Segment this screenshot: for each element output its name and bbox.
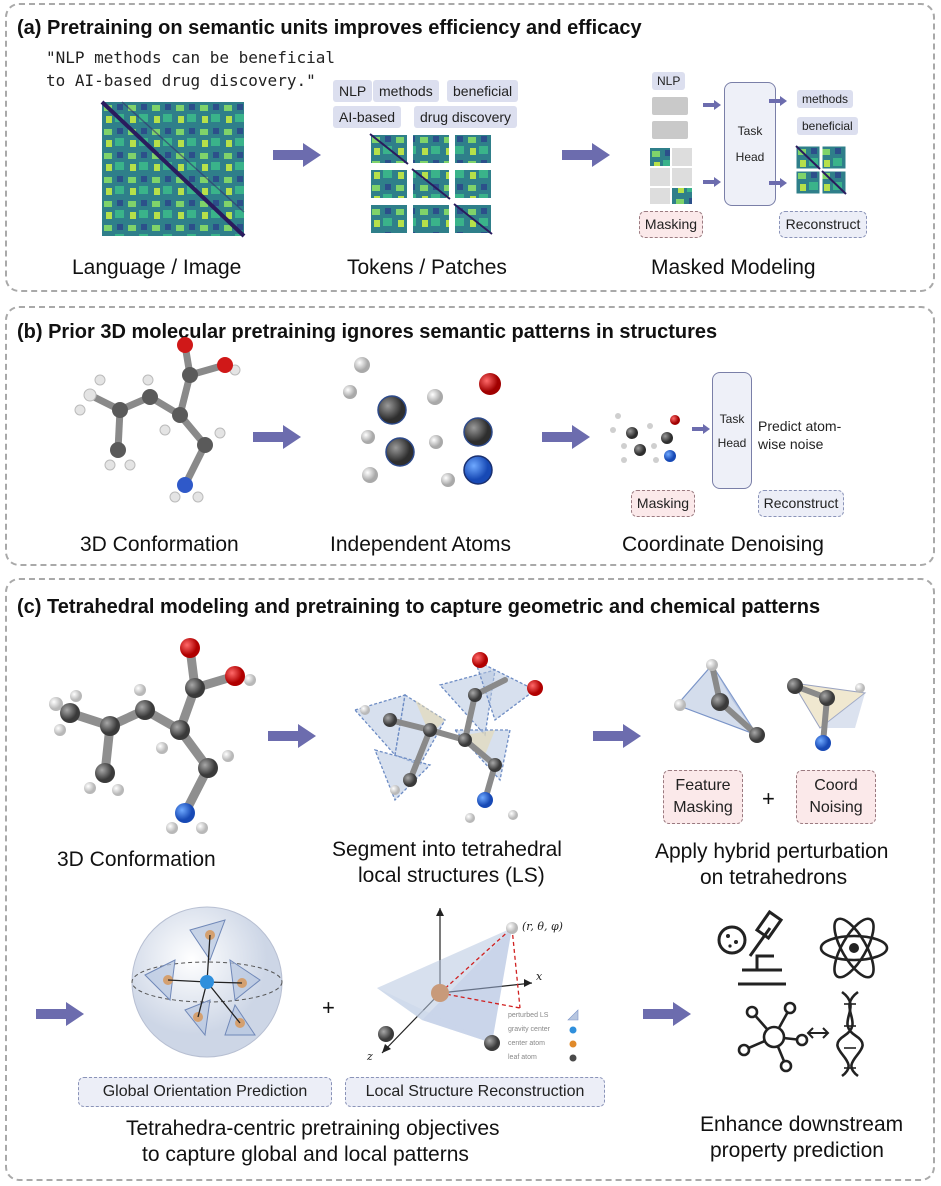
label-3d-conformation-c: 3D Conformation — [57, 848, 216, 871]
panel-c-title: (c) Tetrahedral modeling and pretraining… — [17, 596, 821, 618]
image-patches — [369, 133, 493, 235]
attention-map-image — [100, 100, 246, 238]
reconstructed-patches — [795, 145, 847, 195]
masking-box-b: Masking — [631, 490, 695, 517]
arrow-c2 — [593, 724, 641, 748]
task-head-a-line1: Task — [737, 124, 763, 138]
reconstruct-box-a: Reconstruct — [779, 211, 867, 238]
sentence-line-2: to AI-based drug discovery." — [46, 71, 316, 90]
axis-x-label: x — [536, 970, 543, 983]
panel-a-title: (a) Pretraining on semantic units improv… — [17, 17, 642, 39]
global-orientation-sphere — [131, 906, 283, 1058]
feature-masking-box: Feature Masking — [663, 770, 743, 824]
local-structure-box: Local Structure Reconstruction — [345, 1077, 605, 1107]
panel-c — [5, 578, 935, 1181]
panel-b — [5, 306, 935, 566]
label-tokens-patches: Tokens / Patches — [347, 256, 507, 279]
arrow-a1 — [273, 143, 321, 167]
plus-sign-objectives: + — [322, 995, 335, 1020]
dna-icon — [836, 990, 864, 1078]
token-nlp: NLP — [333, 80, 373, 102]
segmented-tetrahedra — [353, 652, 543, 823]
label-segment-line2: local structures (LS) — [358, 864, 545, 887]
double-arrow-icon — [806, 1027, 830, 1039]
legend-perturbed-ls: perturbed LS — [508, 1012, 549, 1019]
feature-masking-line2: Masking — [673, 799, 733, 816]
label-downstream-line2: property prediction — [710, 1139, 884, 1162]
masking-box-a: Masking — [639, 211, 703, 238]
label-perturb-line1: Apply hybrid perturbation — [655, 840, 889, 863]
plus-sign-perturb: + — [762, 786, 775, 811]
task-head-b-line2: Head — [717, 435, 747, 450]
label-independent-atoms: Independent Atoms — [330, 533, 511, 556]
sentence-line-1: "NLP methods can be beneficial — [46, 48, 335, 67]
masked-tokens — [652, 97, 688, 139]
task-head-a-line2: Head — [735, 150, 765, 164]
label-objectives-line1: Tetrahedra-centric pretraining objective… — [126, 1117, 500, 1140]
local-structure-diagram — [377, 908, 533, 1054]
feature-masking-line1: Feature — [675, 777, 731, 794]
coord-noising-line2: Noising — [809, 799, 863, 816]
token-beneficial: beneficial — [447, 80, 519, 102]
predict-line-2: wise noise — [758, 436, 824, 452]
axis-z-label: z — [367, 1050, 373, 1063]
arrow-b1 — [253, 425, 301, 449]
task-head-b: Task Head — [712, 372, 752, 489]
reconstruct-box-b: Reconstruct — [758, 490, 844, 517]
label-3d-conformation-b: 3D Conformation — [80, 533, 239, 556]
predict-line-1: Predict atom- — [758, 418, 842, 434]
perturbed-tetrahedron-1 — [674, 659, 765, 743]
label-masked-modeling: Masked Modeling — [651, 256, 816, 279]
panel-b-title: (b) Prior 3D molecular pretraining ignor… — [17, 321, 718, 343]
legend-gravity-center: gravity center — [508, 1026, 551, 1033]
perturbed-tetrahedron-2 — [787, 678, 867, 751]
token-drug-discovery: drug discovery — [414, 106, 518, 128]
arrow-a4 — [703, 177, 721, 187]
label-coordinate-denoising: Coordinate Denoising — [622, 533, 824, 556]
label-segment-line1: Segment into tetrahedral — [332, 838, 562, 861]
token-methods: methods — [373, 80, 439, 102]
label-downstream-line1: Enhance downstream — [700, 1113, 904, 1136]
molecule-network-icon — [737, 1001, 809, 1073]
coord-noising-box: Coord Noising — [796, 770, 876, 824]
arrow-c4 — [643, 1002, 691, 1026]
reconstructed-beneficial: beneficial — [797, 117, 858, 135]
arrow-b2 — [542, 425, 590, 449]
masked-patches — [650, 148, 692, 204]
label-language-image: Language / Image — [72, 256, 242, 279]
masked-token-nlp: NLP — [652, 72, 686, 90]
panel-a — [5, 3, 935, 292]
molecule-3d-conformation-b — [74, 337, 241, 503]
independent-atoms — [343, 357, 501, 487]
microscope-icon — [717, 909, 786, 986]
task-head-a: Task Head — [724, 82, 776, 206]
arrow-a3 — [703, 100, 721, 110]
label-perturb-line2: on tetrahedrons — [700, 866, 848, 889]
token-ai-based: AI-based — [333, 106, 402, 128]
molecule-3d-conformation-c — [49, 638, 256, 834]
atom-icon — [819, 917, 889, 979]
legend-center-atom: center atom — [508, 1040, 545, 1047]
arrow-a6 — [769, 178, 787, 188]
reconstructed-methods: methods — [797, 90, 854, 108]
legend-leaf-atom: leaf atom — [508, 1054, 537, 1061]
arrow-c3 — [36, 1002, 84, 1026]
label-objectives-line2: to capture global and local patterns — [142, 1143, 469, 1166]
arrow-a2 — [562, 143, 610, 167]
global-orientation-box: Global Orientation Prediction — [78, 1077, 332, 1107]
arrow-b3 — [692, 424, 710, 434]
legend-markers — [567, 1009, 579, 1062]
arrow-a5 — [769, 96, 787, 106]
arrow-c1 — [268, 724, 316, 748]
masked-atoms — [610, 413, 680, 463]
coord-noising-line1: Coord — [814, 777, 858, 794]
task-head-b-line1: Task — [719, 411, 745, 426]
coordinate-label: (r, θ, φ) — [522, 920, 563, 933]
